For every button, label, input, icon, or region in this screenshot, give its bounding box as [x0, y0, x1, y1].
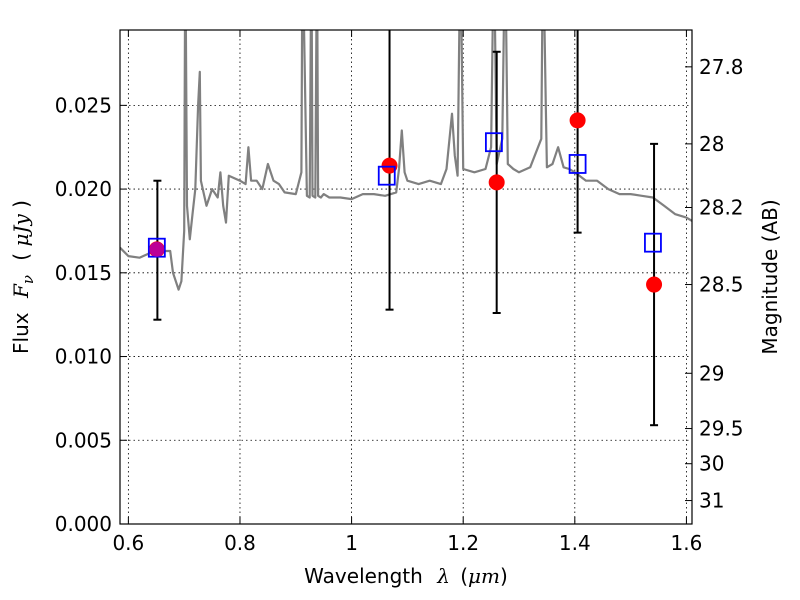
observed-point — [646, 276, 663, 293]
y-axis-label: Flux Fν ( μJy ) — [9, 200, 38, 354]
y-tick-label: 0.020 — [55, 177, 112, 201]
plot-frame — [119, 29, 693, 525]
observed-point — [569, 112, 586, 129]
y-axis-label-text: Flux — [9, 312, 33, 354]
x-axis-label-symbol: λ — [436, 564, 450, 588]
y2-tick-label: 29.5 — [699, 417, 744, 441]
y-axis-label-unit: μJy — [9, 213, 33, 246]
x-tick-label: 1 — [345, 531, 358, 555]
x-tick-label: 0.6 — [112, 531, 144, 555]
axes: 0.6 0.8 1 1.2 1.4 1.6 0.000 0.005 0.010 0.015 0.02… — [55, 30, 744, 555]
x-axis-label-unit: μm — [468, 564, 500, 588]
model-spectrum-line — [120, 30, 692, 291]
y-axis-label-symbol: F — [9, 283, 33, 299]
x-tick-label: 0.8 — [224, 531, 256, 555]
plot-data — [120, 30, 692, 427]
model-point — [377, 165, 396, 186]
y-axis-label-subscript: ν — [19, 275, 37, 284]
y2-tick-label: 31 — [699, 489, 724, 513]
y-tick-label: 0.010 — [55, 345, 112, 369]
overlap-point — [149, 241, 165, 257]
x-tick-label: 1.2 — [447, 531, 479, 555]
y2-tick-label: 28.2 — [699, 196, 744, 220]
y2-axis-label: Magnitude (AB) — [758, 199, 782, 354]
y-tick-label: 0.025 — [55, 93, 112, 117]
x-tick-label: 1.4 — [559, 531, 591, 555]
y2-tick-label: 30 — [699, 452, 724, 476]
model-point — [484, 132, 503, 153]
observed-point — [488, 174, 505, 191]
y-tick-label: 0.005 — [55, 428, 112, 452]
model-point — [568, 154, 587, 174]
x-axis-label: Wavelength λ (μm) — [304, 564, 508, 588]
observed-point — [381, 157, 398, 174]
y2-tick-label: 28.5 — [699, 273, 744, 297]
x-tick-label: 1.6 — [671, 531, 703, 555]
y2-tick-label: 29 — [699, 361, 724, 385]
y-tick-label: 0.015 — [55, 261, 112, 285]
y2-tick-label: 28 — [699, 132, 724, 156]
y-tick-label: 0.000 — [55, 512, 112, 536]
grid — [120, 30, 692, 525]
x-axis-label-text: Wavelength — [304, 564, 423, 588]
model-point — [644, 232, 662, 253]
y2-tick-label: 27.8 — [699, 55, 744, 79]
